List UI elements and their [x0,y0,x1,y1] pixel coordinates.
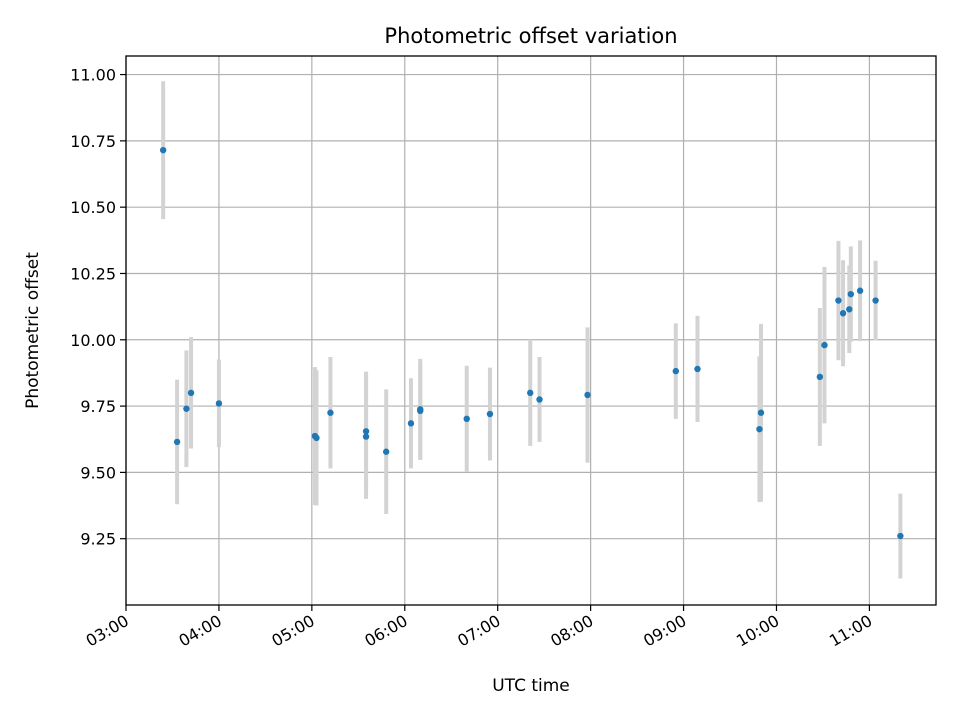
data-point [362,433,370,440]
data-point [694,365,701,373]
data-point [527,389,534,397]
plot-area-frame [125,55,937,606]
data-point [856,287,864,294]
error-bars [161,81,903,579]
x-tick-label: 11:00 [826,611,875,651]
data-point [173,438,181,446]
grid [125,56,936,605]
data-point [463,415,470,423]
data-point [327,409,334,416]
data-point [584,391,591,399]
data-point [672,367,680,375]
x-tick-label: 09:00 [640,611,689,651]
y-axis-label: Photometric offset [23,252,43,409]
data-point [407,420,415,427]
data-point [847,290,855,298]
y-tick-label: 10.00 [70,331,116,350]
data-point [362,428,370,435]
x-tick-label: 05:00 [268,611,317,651]
x-tick-label: 03:00 [83,611,132,651]
data-point [756,425,763,433]
data-point [313,434,320,442]
x-tick-label: 10:00 [733,611,782,651]
data-point [159,146,167,154]
y-tick-label: 10.75 [70,132,116,151]
y-tick-label: 9.25 [80,530,116,549]
data-point [872,297,879,304]
data-point [215,400,223,407]
x-axis-label: UTC time [492,676,570,696]
data-point [839,310,847,317]
y-tick-label: 10.50 [70,198,116,217]
x-tick-label: 07:00 [454,611,503,651]
y-tick-label: 9.50 [80,463,116,482]
data-point [417,407,424,415]
x-tick-label: 04:00 [175,611,224,651]
chart-title: Photometric offset variation [384,24,677,48]
data-point [183,405,190,412]
data-point [536,396,543,403]
data-point [846,306,853,313]
data-point [486,410,494,418]
x-axis-ticks: 03:00 04:00 05:00 06:00 07:00 08:00 09:00 10:00… [83,605,875,651]
data-point [821,341,828,349]
y-tick-label: 11.00 [70,66,116,85]
data-point [835,297,842,304]
data-point [816,373,824,381]
data-point [897,532,904,540]
y-tick-label: 9.75 [80,397,116,416]
data-point [757,409,765,416]
data-point [187,389,195,397]
x-tick-label: 06:00 [361,611,410,651]
x-tick-label: 08:00 [547,611,596,651]
data-points [159,146,904,540]
data-point [382,448,390,455]
y-tick-label: 10.25 [70,264,116,283]
y-axis-ticks: 9.25 9.50 9.75 10.00 10.25 10.50 10.75 11.00 [70,66,126,549]
